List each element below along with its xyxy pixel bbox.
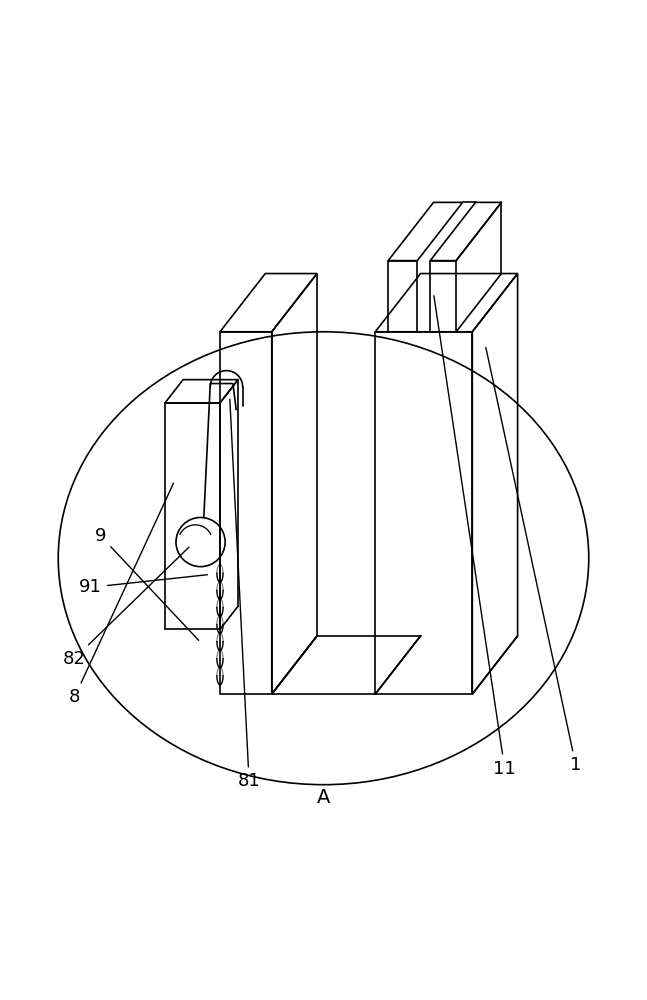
Text: 91: 91 [79,575,208,596]
Text: 8: 8 [69,483,173,706]
Text: 11: 11 [434,296,516,778]
Text: 9: 9 [94,527,199,640]
Text: 81: 81 [230,399,261,790]
Text: A: A [317,788,330,807]
Text: 1: 1 [486,347,582,774]
Text: 82: 82 [63,547,189,668]
